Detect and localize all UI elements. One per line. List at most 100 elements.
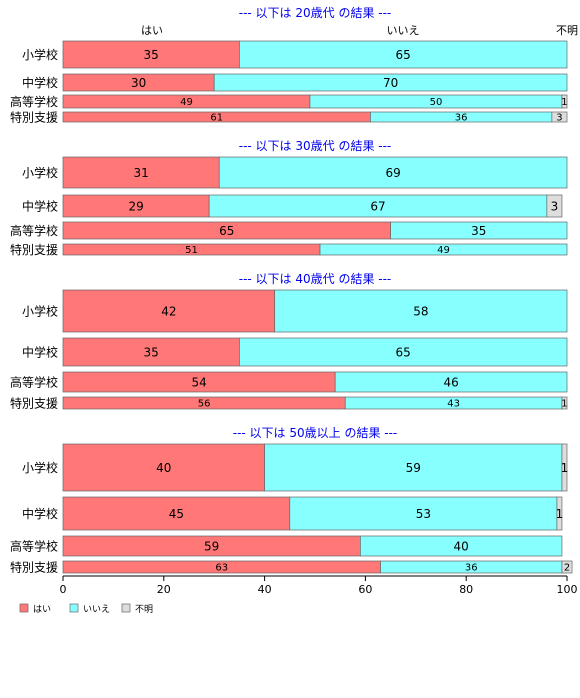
top-column-label: いいえ <box>387 24 420 37</box>
bar-segment-unknown <box>556 496 563 531</box>
bar-segment-unknown <box>561 560 573 574</box>
bar-segment-no <box>390 221 568 240</box>
bar-segment-yes <box>62 289 276 333</box>
category-label: 中学校 <box>22 345 58 360</box>
top-column-label: はい <box>141 24 163 37</box>
category-label: 小学校 <box>22 165 58 180</box>
panel-title: --- 以下は 30歳代 の結果 --- <box>239 139 392 153</box>
bar-segment-yes <box>62 40 240 69</box>
data-label: 29 <box>128 199 143 213</box>
bar-segment-unknown <box>551 111 568 123</box>
bar-segment-no <box>239 337 568 367</box>
data-label: 69 <box>385 166 400 180</box>
bar-segment-no <box>264 443 563 492</box>
bar-segment-no <box>239 40 568 69</box>
bar-segment-yes <box>62 443 265 492</box>
panel-title: --- 以下は 40歳代 の結果 --- <box>239 272 392 286</box>
data-label: 35 <box>471 224 486 238</box>
category-label: 小学校 <box>22 304 58 319</box>
data-label: 36 <box>465 563 478 574</box>
data-label: 54 <box>191 375 206 389</box>
data-label: 3 <box>551 199 559 213</box>
data-label: 58 <box>413 304 428 318</box>
legend-swatch-unknown <box>121 603 131 613</box>
data-label: 70 <box>383 76 398 90</box>
legend-label: 不明 <box>135 604 153 615</box>
bar-segment-no <box>360 535 563 557</box>
category-label: 特別支援 <box>10 396 58 411</box>
data-label: 59 <box>204 539 219 553</box>
data-label: 43 <box>447 399 460 410</box>
data-label: 1 <box>561 461 569 475</box>
bar-segment-unknown <box>561 94 568 109</box>
category-label: 特別支援 <box>10 110 58 125</box>
bar-segment-yes <box>62 337 240 367</box>
x-tick-label: 0 <box>60 583 67 596</box>
bar-segment-unknown <box>546 194 563 218</box>
bar-segment-no <box>218 156 568 189</box>
data-label: 61 <box>210 113 223 124</box>
x-tick-label: 20 <box>157 583 171 596</box>
legend-swatch-no <box>69 603 79 613</box>
data-label: 45 <box>169 507 184 521</box>
category-label: 特別支援 <box>10 560 58 575</box>
data-label: 49 <box>437 245 450 256</box>
panel-title: --- 以下は 50歳以上 の結果 --- <box>233 426 398 440</box>
bar-segment-no <box>274 289 568 333</box>
category-label: 中学校 <box>22 199 58 214</box>
category-label: 小学校 <box>22 47 58 62</box>
data-label: 1 <box>561 399 567 410</box>
panel-title: --- 以下は 20歳代 の結果 --- <box>239 6 392 20</box>
data-label: 40 <box>454 539 469 553</box>
category-label: 中学校 <box>22 506 58 521</box>
data-label: 3 <box>556 113 562 124</box>
bar-segment-unknown <box>561 443 568 492</box>
data-label: 67 <box>370 199 385 213</box>
data-label: 65 <box>396 345 411 359</box>
bar-segment-no <box>319 243 568 256</box>
data-label: 46 <box>443 375 458 389</box>
data-label: 40 <box>156 461 171 475</box>
legend-label: はい <box>33 604 51 615</box>
bar-segment-unknown <box>561 396 568 410</box>
bar-segment-no <box>334 371 568 393</box>
category-label: 小学校 <box>22 460 58 475</box>
bar-segment-yes <box>62 496 291 531</box>
top-column-label: 不明 <box>556 24 578 37</box>
legend-swatch-yes <box>19 603 29 613</box>
data-label: 49 <box>180 97 193 108</box>
data-label: 65 <box>219 224 234 238</box>
bar-segment-no <box>289 496 558 531</box>
x-tick-label: 40 <box>258 583 272 596</box>
data-label: 36 <box>455 113 468 124</box>
data-label: 35 <box>144 345 159 359</box>
data-label: 42 <box>161 304 176 318</box>
data-label: 50 <box>430 97 443 108</box>
data-label: 56 <box>198 399 211 410</box>
category-label: 高等学校 <box>10 94 58 109</box>
data-label: 53 <box>416 507 431 521</box>
data-label: 63 <box>215 563 228 574</box>
data-label: 30 <box>131 76 146 90</box>
data-label: 35 <box>144 48 159 62</box>
category-label: 中学校 <box>22 75 58 90</box>
data-label: 51 <box>185 245 198 256</box>
x-tick-label: 60 <box>358 583 372 596</box>
bar-segment-no <box>213 73 568 92</box>
data-label: 31 <box>133 166 148 180</box>
category-label: 高等学校 <box>10 375 58 390</box>
x-tick-label: 80 <box>459 583 473 596</box>
category-label: 高等学校 <box>10 539 58 554</box>
x-tick-label: 100 <box>557 583 578 596</box>
legend-label: いいえ <box>83 604 110 615</box>
data-label: 1 <box>556 507 564 521</box>
category-label: 高等学校 <box>10 223 58 238</box>
data-label: 65 <box>396 48 411 62</box>
data-label: 59 <box>406 461 421 475</box>
bar-segment-yes <box>62 156 220 189</box>
category-label: 特別支援 <box>10 242 58 257</box>
data-label: 2 <box>564 563 570 574</box>
data-label: 1 <box>561 97 567 108</box>
